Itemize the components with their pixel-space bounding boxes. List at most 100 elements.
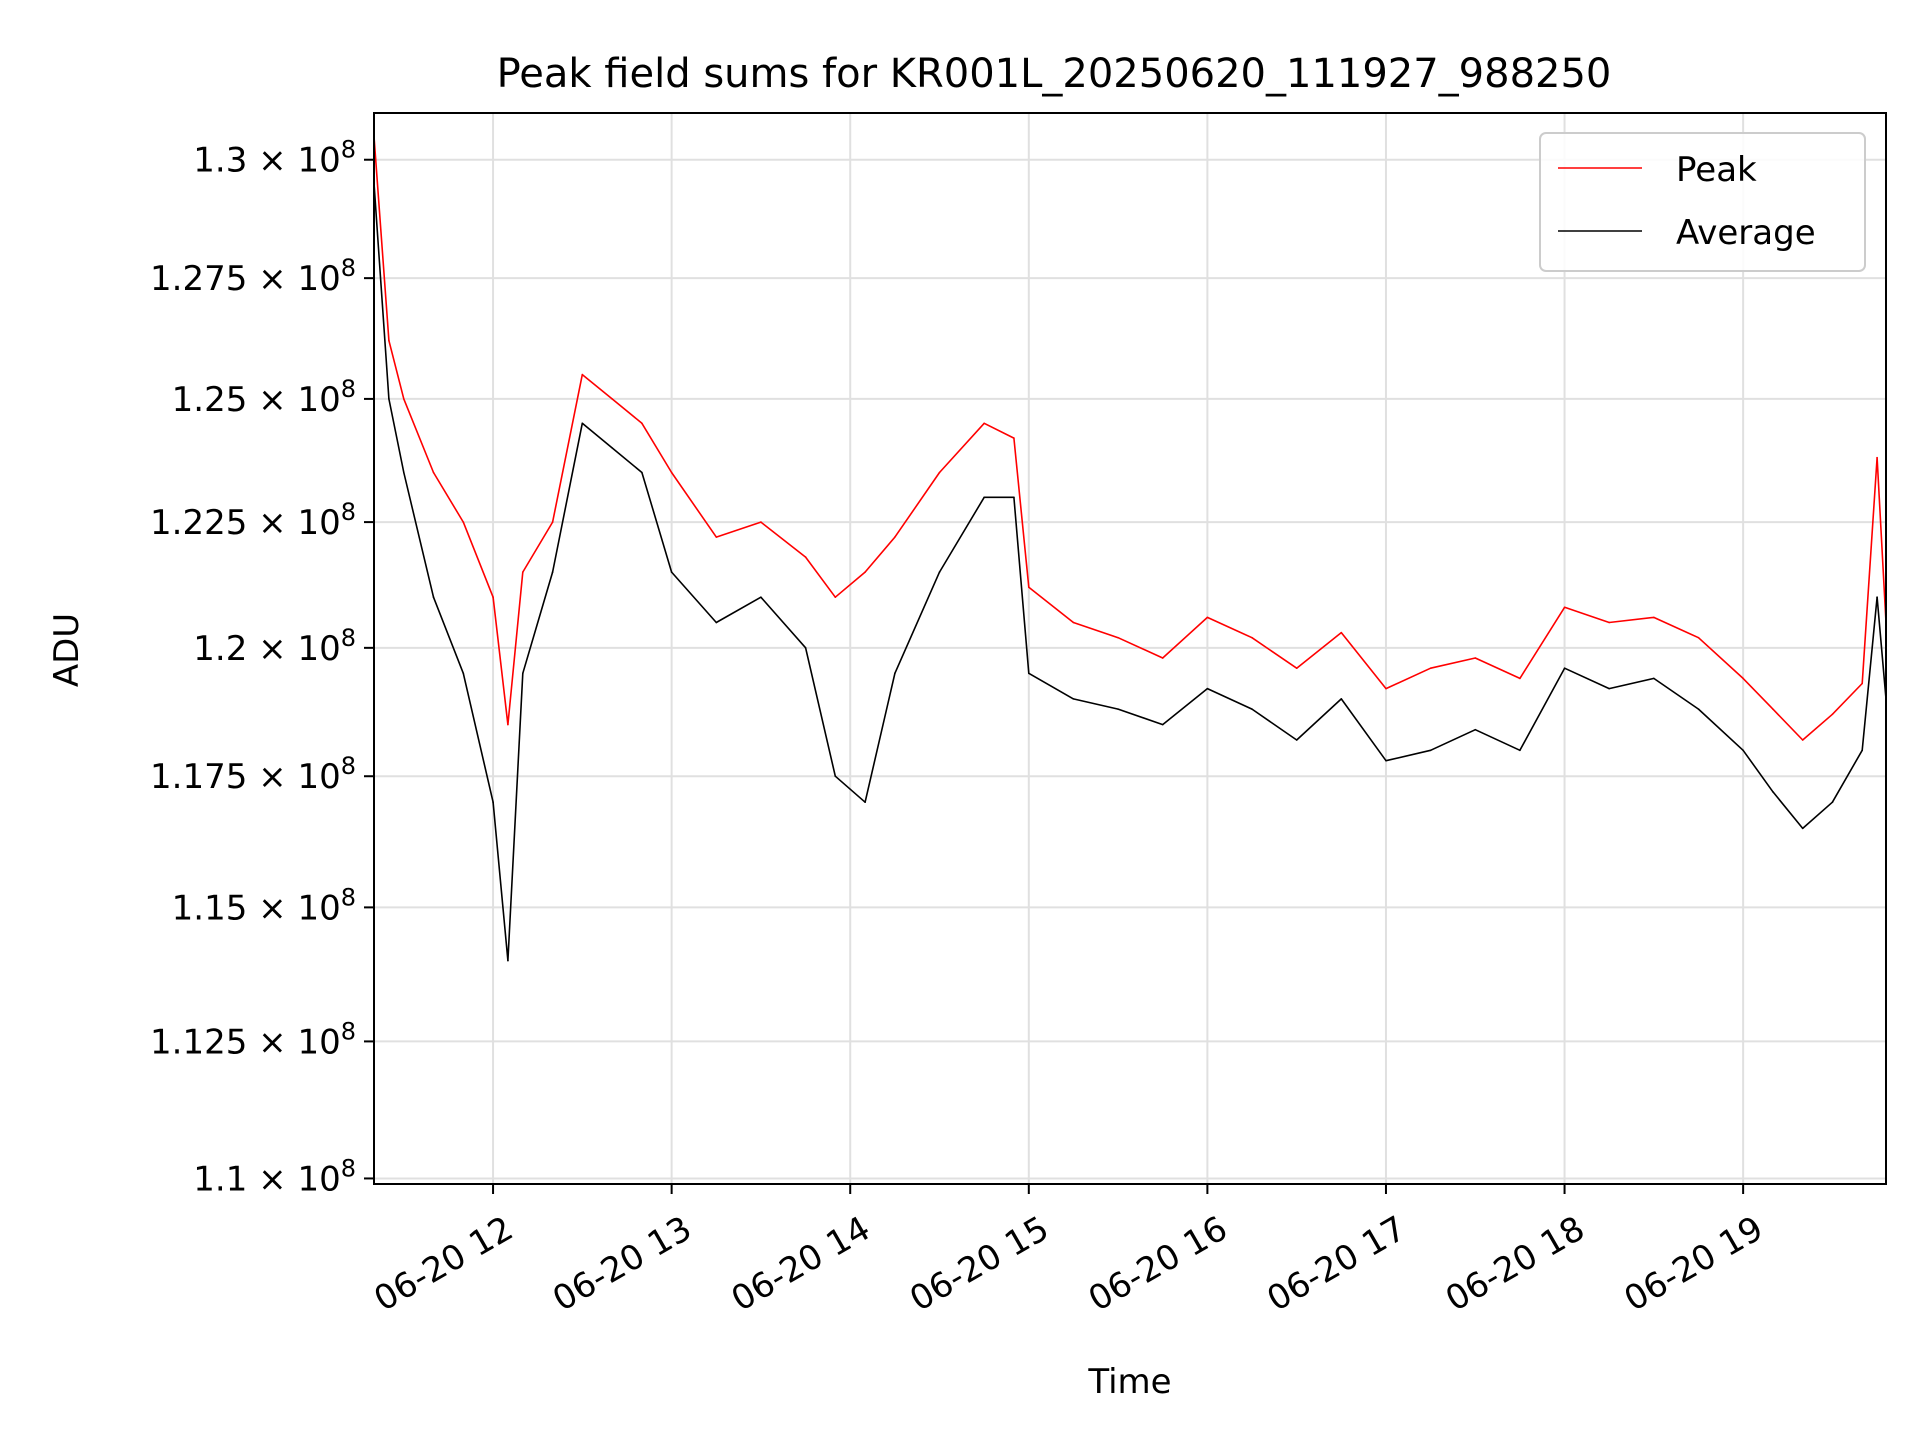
series-average-point	[1072, 698, 1075, 700]
y-tick-base: 10	[297, 1159, 340, 1199]
series-peak-point	[894, 536, 896, 538]
series-average-point	[641, 471, 643, 474]
series-average-point	[670, 571, 673, 573]
series-peak-point	[804, 556, 807, 558]
series-average-point	[938, 571, 941, 573]
grid	[374, 113, 1886, 1184]
y-tick-mantissa: 1.1	[193, 1159, 258, 1199]
y-tick-exponent: 8	[341, 254, 356, 282]
series-average-point	[1013, 496, 1015, 499]
series-average-point	[1653, 677, 1655, 680]
y-tick-times: ×	[258, 888, 297, 928]
y-tick-exponent: 8	[341, 1017, 356, 1045]
y-tick-exponent: 8	[341, 624, 356, 652]
series-peak-point	[938, 471, 941, 474]
y-tick-mantissa: 1.275	[150, 259, 258, 299]
series-peak-point	[1831, 713, 1834, 716]
series-peak-point	[1013, 437, 1015, 439]
y-tick-base: 10	[297, 629, 340, 669]
y-tick-times: ×	[258, 503, 297, 543]
y-tick-exponent: 8	[341, 1154, 356, 1182]
series-peak-point	[1697, 636, 1700, 639]
y-tick-label: 1.225 × 108	[150, 498, 356, 543]
y-tick-base: 10	[297, 141, 340, 181]
series-average-point	[1340, 698, 1343, 700]
series-peak-point	[1474, 657, 1477, 659]
series-peak-point	[715, 536, 718, 538]
series-average-point	[983, 496, 985, 499]
series-peak-point	[1072, 621, 1075, 624]
y-tick-times: ×	[258, 380, 297, 420]
y-tick-mantissa: 1.15	[172, 888, 259, 928]
series-peak-point	[1742, 677, 1744, 680]
series-peak-point	[1251, 636, 1253, 639]
series-average-point	[1801, 827, 1804, 830]
series-peak-point	[1340, 631, 1343, 634]
series-peak-point	[581, 373, 584, 376]
series-peak-point	[834, 596, 837, 599]
x-tick-label: 06-20 16	[1082, 1209, 1234, 1320]
series-peak-point	[1385, 687, 1387, 690]
series-average-point	[1251, 708, 1253, 710]
series-peak-point	[1608, 621, 1610, 624]
series-average-point	[1206, 687, 1209, 690]
series-peak-point	[760, 521, 762, 523]
y-tick-exponent: 8	[341, 498, 356, 526]
series-peak-point	[492, 596, 494, 599]
y-tick-label: 1.3 × 108	[193, 136, 356, 181]
series-average-point	[432, 596, 435, 599]
x-tick-label: 06-20 13	[546, 1209, 698, 1320]
series-average-point	[1563, 667, 1566, 670]
y-tick-times: ×	[258, 757, 297, 797]
series-average-point	[492, 801, 494, 804]
series-average-point	[1385, 759, 1387, 762]
legend-average-label: Average	[1676, 213, 1816, 253]
plot-lines	[373, 135, 1887, 962]
y-tick-mantissa: 1.25	[172, 380, 259, 420]
y-tick-mantissa: 1.225	[150, 503, 258, 543]
series-peak-point	[670, 471, 673, 474]
series-average-point	[388, 398, 390, 400]
x-tick-label: 06-20 15	[903, 1209, 1055, 1320]
y-tick-base: 10	[297, 888, 340, 928]
series-average-point	[1117, 708, 1119, 710]
y-tick-base: 10	[297, 503, 340, 543]
series-peak-point	[1206, 616, 1209, 619]
series-peak-point	[1429, 667, 1432, 670]
y-tick-label: 1.2 × 108	[193, 624, 356, 669]
series-peak-point	[1295, 667, 1298, 670]
y-tick-times: ×	[258, 1159, 297, 1199]
series-average-point	[522, 672, 524, 675]
series-peak-point	[1161, 657, 1164, 659]
series-peak-point	[522, 571, 524, 573]
y-axis-label: ADU	[47, 613, 87, 687]
y-tick-mantissa: 1.125	[150, 1022, 258, 1062]
y-tick-label: 1.1 × 108	[193, 1154, 356, 1199]
series-peak-point	[551, 521, 554, 523]
series-peak-point	[1861, 682, 1863, 685]
series-average-point	[804, 647, 807, 649]
series-peak-point	[432, 471, 435, 474]
y-tick-times: ×	[258, 259, 297, 299]
y-tick-times: ×	[258, 141, 297, 181]
series-average-line	[373, 183, 1887, 962]
chart-title: Peak field sums for KR001L_20250620_1119…	[497, 51, 1612, 97]
series-average-point	[1876, 596, 1878, 599]
series-peak-point	[507, 723, 509, 726]
y-tick-times: ×	[258, 1022, 297, 1062]
series-average-point	[834, 775, 837, 778]
series-average-point	[1861, 749, 1863, 752]
series-average-point	[1161, 723, 1164, 726]
series-average-point	[581, 422, 584, 425]
y-tick-mantissa: 1.2	[193, 629, 258, 669]
y-tick-base: 10	[297, 1022, 340, 1062]
x-axis-label: Time	[1087, 1362, 1171, 1402]
series-peak-point	[864, 571, 866, 573]
series-peak-point	[1876, 456, 1878, 459]
series-peak-point	[462, 521, 465, 523]
x-tick-label: 06-20 18	[1439, 1209, 1591, 1320]
series-average-point	[402, 471, 405, 474]
y-tick-label: 1.25 × 108	[172, 375, 356, 420]
